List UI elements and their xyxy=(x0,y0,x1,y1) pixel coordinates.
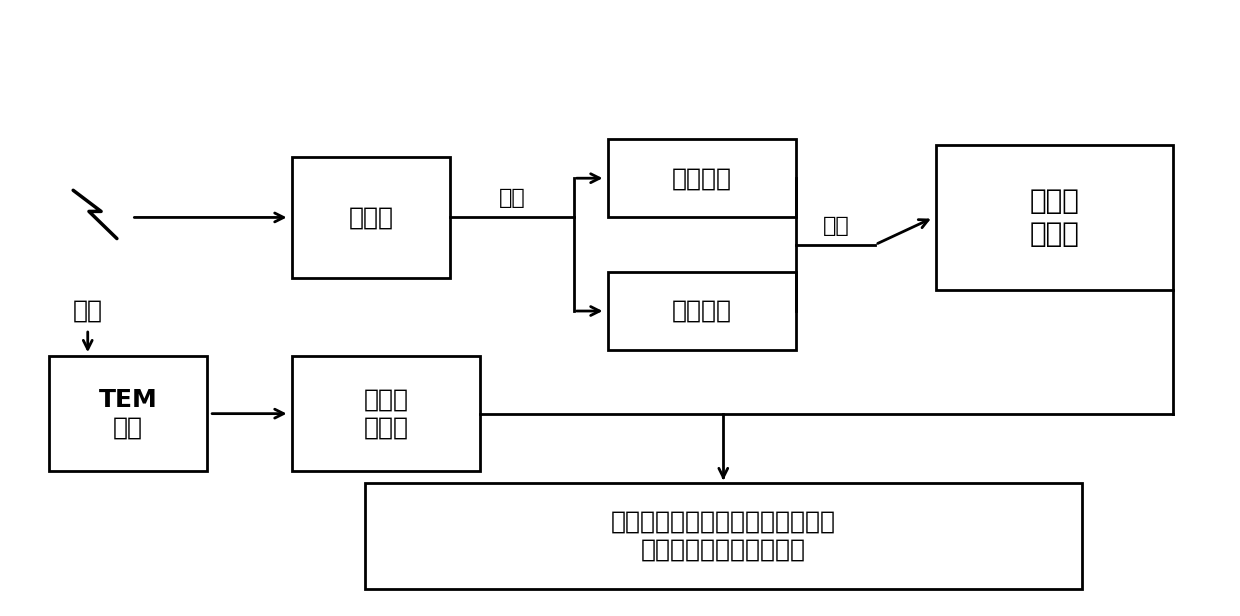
Text: 通过获取的电弧的总能量与辐射能
代入公式计算电弧的热能: 通过获取的电弧的总能量与辐射能 代入公式计算电弧的热能 xyxy=(611,510,836,562)
Text: 电弧的
辐射能: 电弧的 辐射能 xyxy=(363,387,408,440)
FancyBboxPatch shape xyxy=(291,157,450,278)
Text: 电压信息: 电压信息 xyxy=(672,166,732,190)
FancyBboxPatch shape xyxy=(365,483,1081,589)
FancyBboxPatch shape xyxy=(291,356,480,471)
Text: 检测: 检测 xyxy=(498,188,526,208)
FancyBboxPatch shape xyxy=(608,139,796,217)
FancyBboxPatch shape xyxy=(48,356,207,471)
Text: 电弧的
总能量: 电弧的 总能量 xyxy=(1029,187,1079,248)
Text: 电弧: 电弧 xyxy=(73,299,103,323)
Text: 计算: 计算 xyxy=(823,216,849,235)
FancyBboxPatch shape xyxy=(608,272,796,351)
Text: 示波器: 示波器 xyxy=(348,206,393,229)
Text: TEM
小室: TEM 小室 xyxy=(98,387,157,440)
Text: 电流信息: 电流信息 xyxy=(672,299,732,323)
FancyBboxPatch shape xyxy=(936,145,1173,290)
